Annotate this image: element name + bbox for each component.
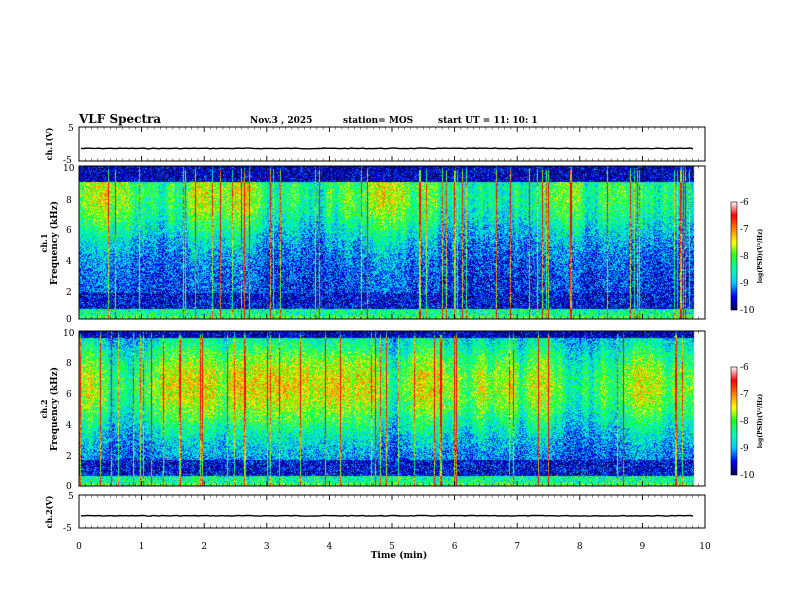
header-date: Nov.3 , 2025 (250, 116, 312, 126)
ch1-colorbar-gradient (730, 201, 738, 311)
ch1-ytick-10: 10 (63, 164, 75, 174)
ch1-waveform-ylabel: ch.1(V) (44, 127, 54, 160)
ch2-waveform-panel: 5 -5 ch.2(V) (44, 492, 706, 534)
header-start-time: start UT = 11: 10: 1 (438, 116, 538, 126)
time-tick-label-7: 7 (514, 542, 520, 552)
time-axis-label: Time (min) (371, 550, 428, 561)
ch1-spectrogram-image (79, 166, 705, 319)
ch2-ytick-8: 8 (66, 359, 72, 369)
ch2-spectrogram-image-holder (79, 331, 705, 486)
ch1-colorbar-tick-m10: -10 (740, 306, 755, 316)
time-tick-label-8: 8 (577, 542, 583, 552)
ch1-waveform-trace (80, 147, 694, 150)
ch2-spectrogram-panel: 0 2 4 6 8 10 ch.2 Frequency (kHz) -6 -7 … (39, 329, 764, 492)
ch2-ytick-0: 0 (66, 482, 72, 492)
ch2-colorbar-tick-m6: -6 (740, 363, 749, 373)
time-tick-label-1: 1 (139, 542, 145, 552)
ch2-spectrogram-ticks (78, 331, 706, 486)
ch1-frequency-tick-labels: 0 2 4 6 8 10 (63, 164, 75, 325)
ch2-waveform-ticks (78, 495, 706, 528)
ch2-ytick-2: 2 (66, 452, 72, 462)
ch2-colorbar-tick-m7: -7 (740, 390, 749, 400)
ch2-ytick-10: 10 (63, 329, 75, 339)
ch1-waveform-frame (78, 126, 706, 162)
ch1-spectrogram-ylabel-frequency: Frequency (kHz) (49, 201, 60, 285)
time-tick-label-0: 0 (76, 542, 82, 552)
ch1-colorbar-tick-m8: -8 (740, 252, 749, 262)
ch1-colorbar: -6 -7 -8 -9 -10 log(PSD)(V²/Hz) (730, 198, 764, 316)
ch2-colorbar: -6 -7 -8 -9 -10 log(PSD)(V²/Hz) (730, 363, 764, 481)
ch1-colorbar-tick-m6: -6 (740, 198, 749, 208)
ch1-waveform-panel: 5 -5 ch.1(V) (44, 124, 706, 166)
ch2-spectrogram-ylabel-frequency: Frequency (kHz) (49, 367, 60, 451)
ch1-colorbar-label: log(PSD)(V²/Hz) (757, 229, 764, 284)
ch2-spectrogram-image (79, 331, 705, 486)
ch1-colorbar-tick-m7: -7 (740, 225, 749, 235)
ch2-colorbar-label: log(PSD)(V²/Hz) (757, 394, 764, 449)
time-tick-label-10: 10 (699, 542, 711, 552)
ch2-ytick-bottom: -5 (63, 524, 72, 534)
time-tick-label-5: 5 (389, 542, 395, 552)
ch1-spectrogram-panel: 0 2 4 6 8 10 ch.1 Frequency (kHz) -6 -7 … (39, 164, 764, 325)
time-tick-label-9: 9 (640, 542, 646, 552)
ch1-spectrogram-ylabel-channel: ch.1 (39, 233, 49, 252)
ch2-frequency-tick-labels: 0 2 4 6 8 10 (63, 329, 75, 492)
ch2-waveform-ylabel: ch.2(V) (44, 495, 54, 528)
ch2-spectrogram-ylabel-channel: ch.2 (39, 399, 49, 418)
figure-title: VLF Spectra (78, 112, 161, 126)
ch1-ytick-top: 5 (68, 124, 74, 134)
time-tick-label-4: 4 (327, 542, 333, 552)
ch2-ytick-6: 6 (66, 390, 72, 400)
ch1-ytick-4: 4 (66, 257, 72, 267)
ch2-ytick-top: 5 (68, 492, 74, 502)
ch2-waveform-trace (81, 514, 694, 517)
ch2-colorbar-tick-m8: -8 (740, 417, 749, 427)
time-tick-label-6: 6 (452, 542, 458, 552)
ch1-ytick-2: 2 (66, 288, 72, 298)
ch1-spectrogram-image-holder (79, 166, 705, 319)
time-axis-tick-labels: 0 1 2 3 4 5 6 7 8 9 10 (76, 542, 711, 552)
ch1-colorbar-tick-m9: -9 (740, 279, 749, 289)
time-tick-label-2: 2 (201, 542, 207, 552)
ch1-spectrogram-ticks (78, 166, 706, 319)
ch2-ytick-4: 4 (66, 421, 72, 431)
ch2-colorbar-gradient (730, 366, 738, 476)
ch1-ytick-0: 0 (66, 315, 72, 325)
ch1-ytick-6: 6 (66, 226, 72, 236)
header-station: station= MOS (343, 116, 413, 126)
ch1-ytick-8: 8 (66, 196, 72, 206)
time-tick-label-3: 3 (264, 542, 270, 552)
ch2-colorbar-tick-m10: -10 (740, 471, 755, 481)
ch1-ytick-bottom: -5 (63, 156, 72, 166)
ch2-colorbar-tick-m9: -9 (740, 444, 749, 454)
ch1-waveform-ticks (78, 127, 706, 161)
